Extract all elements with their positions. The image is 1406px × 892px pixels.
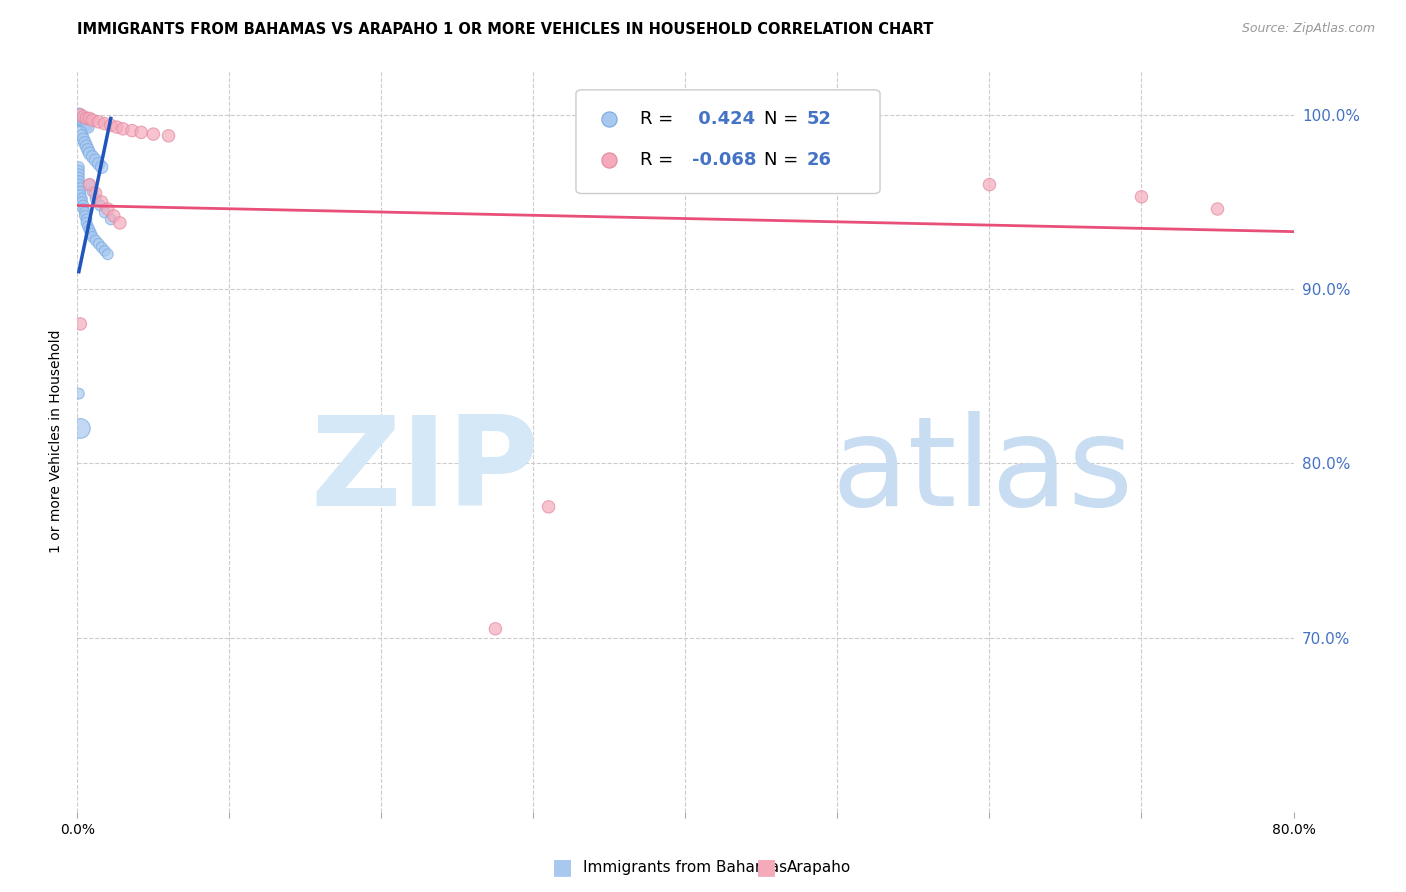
- Point: [70, 194, 93, 209]
- Text: -0.068: -0.068: [692, 152, 756, 169]
- Point: [82, 185, 104, 199]
- Point: [69, 113, 91, 128]
- Point: [67, 160, 90, 174]
- Point: [69, 317, 91, 331]
- Point: [79, 178, 101, 192]
- Point: [72, 198, 94, 212]
- Point: [70, 113, 93, 128]
- Point: [67, 163, 90, 178]
- Point: [111, 121, 134, 136]
- Point: [69, 421, 91, 435]
- Point: [72, 132, 94, 146]
- Point: [731, 221, 754, 235]
- Point: [79, 178, 101, 192]
- Point: [79, 223, 101, 237]
- Point: [73, 209, 96, 223]
- Point: [87, 157, 110, 171]
- Point: [72, 115, 94, 129]
- Point: [67, 170, 90, 185]
- Text: N =: N =: [765, 152, 804, 169]
- Point: [75, 112, 97, 126]
- Point: [979, 178, 1001, 192]
- Point: [70, 128, 93, 143]
- Point: [77, 143, 100, 157]
- Point: [157, 128, 180, 143]
- Point: [90, 194, 112, 209]
- Point: [103, 209, 125, 223]
- Point: [93, 244, 115, 258]
- Point: [82, 150, 104, 164]
- Point: [484, 622, 506, 636]
- Point: [108, 216, 131, 230]
- Text: 0.424: 0.424: [692, 111, 755, 128]
- Point: [93, 117, 115, 131]
- Point: [67, 178, 90, 192]
- Point: [1130, 190, 1153, 204]
- Text: Arapaho: Arapaho: [787, 860, 852, 874]
- Point: [67, 108, 90, 122]
- Text: IMMIGRANTS FROM BAHAMAS VS ARAPAHO 1 OR MORE VEHICLES IN HOUSEHOLD CORRELATION C: IMMIGRANTS FROM BAHAMAS VS ARAPAHO 1 OR …: [77, 22, 934, 37]
- Point: [89, 198, 111, 212]
- Point: [84, 186, 107, 201]
- FancyBboxPatch shape: [576, 90, 880, 194]
- Point: [75, 212, 97, 227]
- Point: [87, 236, 110, 251]
- Point: [67, 386, 90, 401]
- Point: [1206, 202, 1229, 216]
- Point: [67, 167, 90, 181]
- Point: [79, 146, 101, 161]
- Point: [537, 500, 560, 514]
- Text: atlas: atlas: [831, 410, 1133, 532]
- Point: [82, 230, 104, 244]
- Point: [84, 233, 107, 247]
- Point: [75, 139, 97, 153]
- Point: [75, 119, 97, 133]
- Point: [70, 192, 93, 206]
- Point: [97, 202, 120, 216]
- Point: [129, 125, 152, 139]
- Point: [97, 247, 120, 261]
- Text: Immigrants from Bahamas: Immigrants from Bahamas: [583, 860, 787, 874]
- Point: [72, 202, 94, 216]
- Text: R =: R =: [640, 111, 679, 128]
- Point: [73, 136, 96, 150]
- Point: [73, 205, 96, 219]
- Point: [72, 110, 94, 124]
- Point: [87, 115, 110, 129]
- Point: [142, 127, 165, 141]
- Text: ■: ■: [553, 857, 572, 877]
- Text: ZIP: ZIP: [311, 410, 540, 532]
- Text: 26: 26: [807, 152, 832, 169]
- Text: ■: ■: [756, 857, 776, 877]
- Point: [93, 205, 115, 219]
- Point: [84, 153, 107, 168]
- Point: [69, 125, 91, 139]
- Point: [75, 216, 97, 230]
- Point: [69, 185, 91, 199]
- Point: [100, 212, 122, 227]
- Point: [731, 317, 754, 331]
- Point: [90, 240, 112, 254]
- Point: [67, 174, 90, 188]
- Text: Source: ZipAtlas.com: Source: ZipAtlas.com: [1241, 22, 1375, 36]
- Point: [69, 188, 91, 202]
- Point: [77, 120, 100, 134]
- Y-axis label: 1 or more Vehicles in Household: 1 or more Vehicles in Household: [49, 330, 63, 553]
- Text: 52: 52: [807, 111, 832, 128]
- Point: [105, 120, 128, 134]
- Point: [77, 219, 100, 234]
- Text: R =: R =: [640, 152, 679, 169]
- Point: [121, 123, 143, 137]
- Point: [69, 181, 91, 195]
- Point: [100, 119, 122, 133]
- Point: [82, 113, 104, 128]
- Text: N =: N =: [765, 111, 804, 128]
- Point: [90, 160, 112, 174]
- Point: [79, 112, 101, 126]
- Point: [69, 108, 91, 122]
- Point: [80, 227, 103, 241]
- Point: [84, 192, 107, 206]
- Point: [73, 117, 96, 131]
